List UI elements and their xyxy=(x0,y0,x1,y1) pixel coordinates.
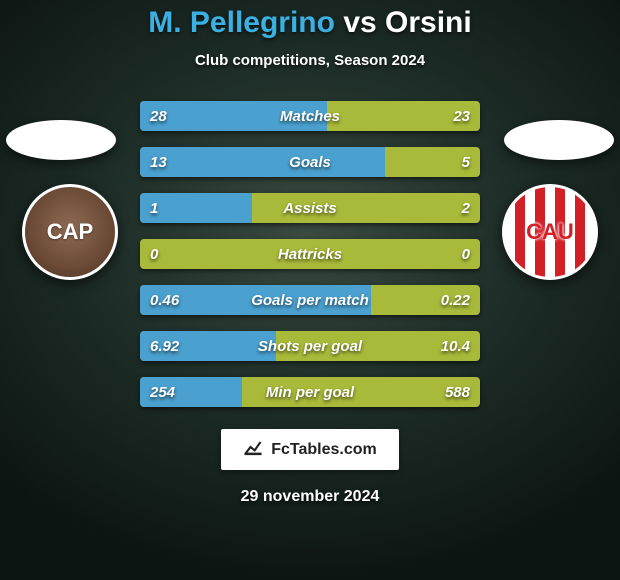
player1-name: M. Pellegrino xyxy=(148,6,335,39)
stat-row: 1Assists2 xyxy=(140,193,480,223)
stat-right-value: 23 xyxy=(453,101,470,131)
stat-label: Hattricks xyxy=(140,239,480,269)
stat-label: Goals per match xyxy=(140,285,480,315)
stat-bars: 28Matches2313Goals51Assists20Hattricks00… xyxy=(140,101,480,407)
player1-club-badge xyxy=(22,184,118,280)
stat-right-value: 10.4 xyxy=(441,331,470,361)
player1-avatar xyxy=(6,120,116,160)
stat-row: 6.92Shots per goal10.4 xyxy=(140,331,480,361)
stat-right-value: 5 xyxy=(462,147,470,177)
player2-club-text: CAU xyxy=(526,219,574,245)
stat-right-value: 2 xyxy=(462,193,470,223)
watermark: FcTables.com xyxy=(221,429,399,470)
stat-right-value: 588 xyxy=(445,377,470,407)
footer-date: 29 november 2024 xyxy=(241,488,380,506)
stat-right-value: 0 xyxy=(462,239,470,269)
vs-label: vs xyxy=(343,6,376,39)
stat-row: 28Matches23 xyxy=(140,101,480,131)
stat-right-value: 0.22 xyxy=(441,285,470,315)
player2-avatar xyxy=(504,120,614,160)
subtitle: Club competitions, Season 2024 xyxy=(195,52,425,69)
stat-label: Goals xyxy=(140,147,480,177)
stat-label: Matches xyxy=(140,101,480,131)
stat-label: Min per goal xyxy=(140,377,480,407)
stat-row: 254Min per goal588 xyxy=(140,377,480,407)
stat-row: 0.46Goals per match0.22 xyxy=(140,285,480,315)
player2-club-badge: CAU xyxy=(502,184,598,280)
stat-row: 0Hattricks0 xyxy=(140,239,480,269)
watermark-text: FcTables.com xyxy=(271,441,377,459)
comparison-title: M. Pellegrino vs Orsini xyxy=(148,6,471,40)
stat-label: Assists xyxy=(140,193,480,223)
player2-name: Orsini xyxy=(385,6,472,39)
chart-icon xyxy=(243,437,263,462)
stat-label: Shots per goal xyxy=(140,331,480,361)
stat-row: 13Goals5 xyxy=(140,147,480,177)
